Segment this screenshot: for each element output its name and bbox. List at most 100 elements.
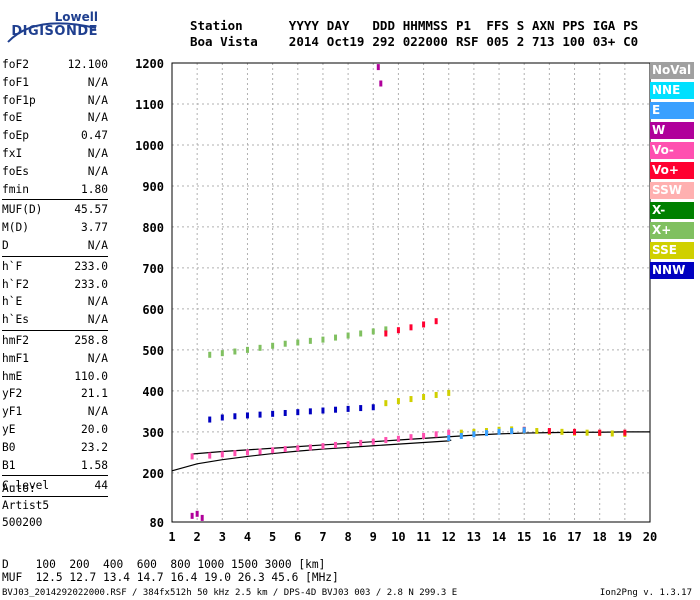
param-label: yF2 (2, 387, 23, 401)
y-tick-label: 1200 (135, 57, 164, 71)
data-point (245, 412, 249, 419)
param-label: yF1 (2, 405, 23, 419)
data-point (200, 514, 204, 521)
data-point (359, 405, 363, 412)
param-label: fmin (2, 182, 29, 196)
data-point (346, 332, 350, 339)
param-row: yE 20.0 (2, 421, 108, 439)
header-values-cell: Oct19 (326, 34, 365, 49)
header-labels-cell: PPS (562, 18, 585, 33)
data-point (522, 427, 526, 434)
y-tick-label: 1100 (135, 98, 164, 112)
data-point (422, 321, 426, 328)
header-values-cell: 022000 (402, 34, 448, 49)
data-point (434, 431, 438, 438)
version-label: Ion2Png v. 1.3.17 (599, 588, 692, 598)
param-row: foEs N/A (2, 163, 108, 181)
legend-item-x: X+ (650, 222, 694, 239)
param-label: foEs (2, 164, 29, 178)
param-divider (2, 496, 108, 498)
data-point (409, 434, 413, 441)
param-row: yF2 21.1 (2, 385, 108, 403)
x-tick-label: 10 (391, 530, 405, 544)
param-row: foF2 12.100 (2, 56, 108, 74)
param-row: fmin 1.80 (2, 181, 108, 199)
data-point (459, 432, 463, 439)
param-row: B0 23.2 (2, 439, 108, 457)
param-label: foE (2, 111, 23, 125)
data-point (409, 396, 413, 403)
param-row: hmF1 N/A (2, 350, 108, 368)
data-point (384, 437, 388, 444)
y-tick-label: 600 (142, 303, 164, 317)
param-label: D (2, 238, 9, 252)
station-header: Station YYYY DAY DDD HHMMSS P1 FFS S AXN PPS IGA PS… (190, 18, 646, 50)
legend-item-ssw: SSW (650, 182, 694, 199)
legend-item-noval: NoVal (650, 62, 694, 79)
param-row: M(D) 3.77 (2, 219, 108, 237)
data-point (510, 428, 514, 435)
data-point (283, 446, 287, 453)
data-point (220, 414, 224, 421)
header-labels-cell: IGA (592, 18, 616, 33)
data-point (208, 351, 212, 358)
data-point (447, 434, 451, 441)
param-label: foF1 (2, 75, 29, 89)
x-tick-label: 17 (567, 530, 581, 544)
data-point (447, 389, 451, 396)
data-point (573, 428, 577, 435)
param-row: foE N/A (2, 109, 108, 127)
param-value: 3.77 (81, 221, 108, 235)
data-point (535, 428, 539, 435)
param-row: C-level 44 (2, 477, 108, 495)
param-value: 110.0 (74, 369, 108, 383)
param-label: yE (2, 422, 16, 436)
header-labels: Station YYYY DAY DDD HHMMSS P1 FFS S AXN PPS IGA PS (190, 18, 646, 34)
data-point (233, 413, 237, 420)
param-label: fxI (2, 146, 23, 160)
y-tick-label: 500 (142, 344, 164, 358)
param-divider (2, 199, 108, 201)
data-point (434, 391, 438, 398)
data-point (271, 410, 275, 417)
data-point (321, 443, 325, 450)
header-labels-cell: S (516, 18, 525, 33)
x-tick-label: 19 (618, 530, 632, 544)
data-point (409, 324, 413, 331)
param-value: 0.47 (81, 129, 108, 143)
x-tick-label: 20 (643, 530, 657, 544)
header-values: Boa Vista 2014 Oct19 292 022000 RSF 005 2 713 100… (190, 34, 646, 50)
data-point (208, 416, 212, 423)
param-row: fxI N/A (2, 145, 108, 163)
param-label: h`Es (2, 313, 29, 327)
y-tick-label: 300 (142, 426, 164, 440)
legend-item-nnw: NNW (650, 262, 694, 279)
data-point (623, 429, 627, 436)
x-tick-label: 12 (442, 530, 456, 544)
plot-frame (171, 62, 651, 523)
data-point (233, 450, 237, 457)
param-row: foEp 0.47 (2, 127, 108, 145)
param-value: 20.0 (81, 422, 108, 436)
param-value: 12.100 (67, 58, 108, 71)
file-footer: BVJ03_2014292022000.RSF / 384fx512h 50 k… (2, 588, 458, 598)
param-value: N/A (87, 111, 108, 125)
data-point (245, 449, 249, 456)
x-tick-label: 18 (592, 530, 606, 544)
param-value: 1.58 (81, 458, 108, 472)
legend-item-sse: SSE (650, 242, 694, 259)
x-tick-label: 5 (269, 530, 276, 544)
param-value: N/A (87, 405, 108, 419)
data-point (371, 328, 375, 335)
y-tick-label: 200 (142, 467, 164, 481)
data-point (459, 429, 463, 436)
header-values-cell: Boa Vista (190, 34, 258, 49)
x-tick-label: 1 (168, 530, 175, 544)
y-tick-label: 800 (142, 221, 164, 235)
param-label: C-level (2, 479, 50, 493)
data-point (190, 512, 194, 519)
header-labels-cell: Station (190, 18, 243, 33)
param-row: foF1p N/A (2, 92, 108, 110)
data-point (371, 404, 375, 411)
